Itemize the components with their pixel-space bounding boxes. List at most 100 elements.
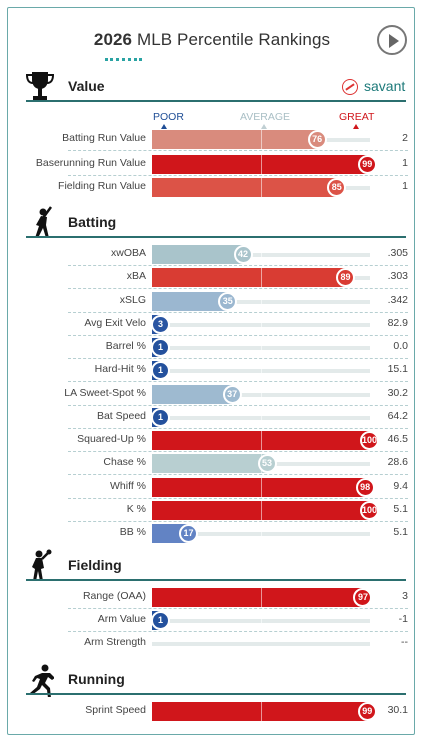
percentile-card: 2026 MLB Percentile Rankings Value savant… [7,7,415,735]
title-text: MLB Percentile Rankings [136,30,331,49]
percentile-bar [152,478,366,497]
metric-value: -- [401,636,408,648]
ranking-row[interactable]: K % 100 5.1 [68,499,408,522]
play-icon[interactable] [377,25,407,55]
percentile-badge: 1 [151,361,170,380]
batter-icon [26,206,54,240]
metric-label: LA Sweet-Spot % [64,387,146,399]
ranking-row[interactable]: xSLG 35 .342 [68,290,408,313]
ranking-row[interactable]: Sprint Speed 99 30.1 [68,700,408,723]
percentile-badge: 1 [151,408,170,427]
scale-poor-label: POOR [153,111,184,123]
metric-label: xwOBA [110,247,146,259]
metric-label: Hard-Hit % [94,363,146,375]
percentile-badge: 100 [360,431,379,450]
percentile-bar [152,130,318,149]
section-running-divider [26,693,406,695]
metric-value: 30.1 [387,704,408,716]
metric-value: .305 [387,247,408,259]
scale-average-label: AVERAGE [240,111,290,123]
title-year: 2026 [93,30,133,49]
metric-value: 1 [402,180,408,192]
average-line [261,611,262,630]
metric-label: xSLG [119,294,146,306]
metric-label: Fielding Run Value [58,180,146,192]
metric-label: Chase % [103,456,146,468]
ranking-row[interactable]: Squared-Up % 100 46.5 [68,429,408,452]
percentile-badge: 97 [353,588,373,607]
percentile-bar [152,385,233,404]
metric-value: -1 [398,613,408,625]
average-line [261,431,262,450]
metric-label: Squared-Up % [77,433,146,445]
percentile-bar [152,588,364,607]
section-title: Fielding [68,557,122,573]
average-line [261,338,262,357]
ranking-row[interactable]: Bat Speed 1 64.2 [68,406,408,429]
percentile-badge: 35 [218,292,238,311]
average-line [261,478,262,497]
average-line [261,361,262,380]
ranking-row[interactable]: LA Sweet-Spot % 37 30.2 [64,383,408,406]
ranking-row[interactable]: Barrel % 1 0.0 [68,336,408,359]
ranking-row[interactable]: Arm Strength -- [68,632,408,655]
savant-label: savant [364,78,406,94]
metric-value: 0.0 [393,340,408,352]
section-value-header: Value savant [25,70,406,106]
average-line [261,245,262,264]
savant-brand[interactable]: savant [342,78,406,96]
average-line [261,268,262,287]
metric-value: .342 [387,294,408,306]
fielder-icon [26,549,54,583]
percentile-badge: 42 [233,245,253,264]
scale-average-marker [261,124,267,129]
ranking-row[interactable]: Range (OAA) 97 3 [68,586,408,609]
section-fielding-header: Fielding [26,549,406,585]
header: 2026 MLB Percentile Rankings [8,30,416,50]
title-underline [105,58,142,61]
section-title: Value [68,78,105,94]
metric-value: 9.4 [393,480,408,492]
metric-value: 64.2 [387,410,408,422]
metric-value: 82.9 [387,317,408,329]
percentile-badge: 98 [355,478,375,497]
trophy-icon [25,70,55,104]
ranking-row[interactable]: BB % 17 5.1 [68,522,408,545]
ranking-row[interactable]: Batting Run Value 76 2 [62,128,408,151]
average-line [261,588,262,607]
section-title: Batting [68,214,117,230]
section-fielding-divider [26,579,406,581]
ranking-row[interactable]: Whiff % 98 9.4 [68,476,408,499]
ranking-row[interactable]: Fielding Run Value 85 1 [58,176,408,199]
rankings-list: Batting Run Value 76 2 Baserunning Run Valu… [8,8,416,736]
percentile-bar [152,178,338,197]
percentile-bar [152,702,368,721]
ranking-row[interactable]: Baserunning Run Value 99 1 [36,153,408,176]
average-line [261,501,262,520]
metric-value: 5.1 [393,526,408,538]
ranking-row[interactable]: Hard-Hit % 1 15.1 [68,359,408,382]
percentile-badge: 3 [151,315,170,334]
ranking-row[interactable]: Avg Exit Velo 3 82.9 [68,313,408,336]
metric-label: K % [126,503,146,515]
runner-icon [26,663,55,698]
section-title: Running [68,671,125,687]
ranking-row[interactable]: xwOBA 42 .305 [68,243,408,266]
metric-label: xBA [126,270,146,282]
percentile-bar [152,155,368,174]
ranking-row[interactable]: xBA 89 .303 [68,266,408,289]
ranking-row[interactable]: Arm Value 1 -1 [68,609,408,632]
average-line [261,292,262,311]
percentile-badge: 76 [307,130,327,149]
scale-poor-marker [161,124,167,129]
metric-value: 30.2 [387,387,408,399]
metric-label: Range (OAA) [82,590,146,602]
percentile-badge: 99 [357,155,377,174]
percentile-badge: 17 [179,524,199,543]
section-value-divider [26,100,406,102]
ranking-row[interactable]: Chase % 53 28.6 [68,452,408,475]
percentile-bar [152,268,347,287]
percentile-badge: 89 [336,268,356,287]
scale-great-label: GREAT [339,111,375,123]
average-line [261,702,262,721]
